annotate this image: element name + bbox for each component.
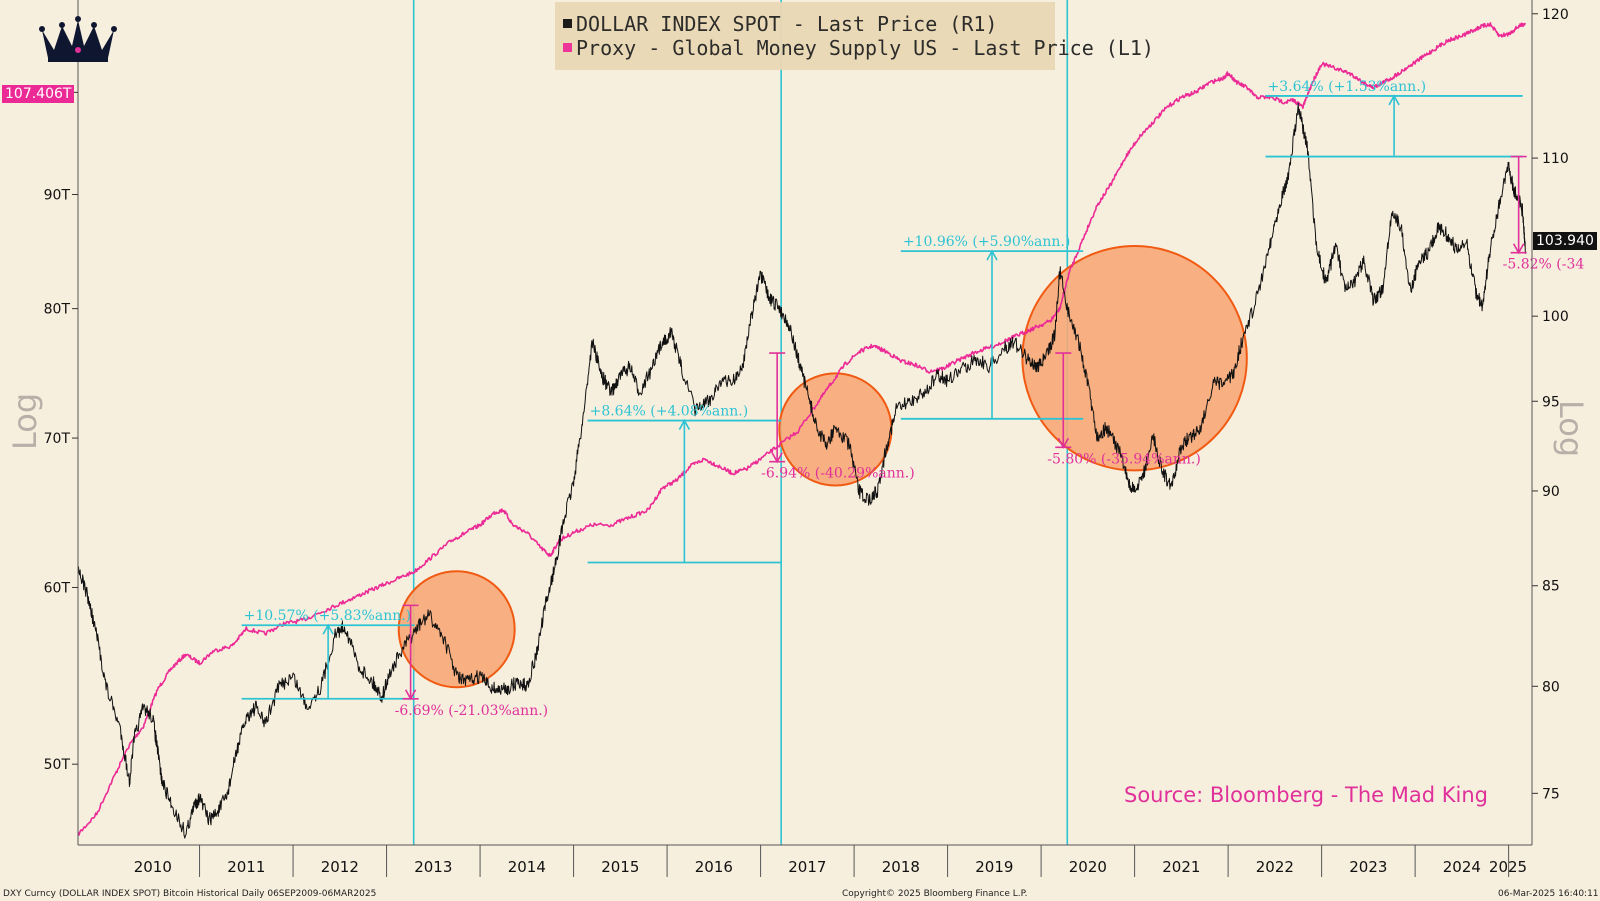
x-tick-label: 2015 <box>601 858 639 876</box>
x-tick-label: 2024 <box>1443 858 1481 876</box>
x-tick-label: 2023 <box>1349 858 1387 876</box>
annotation: -6.69% (-21.03%ann.) <box>395 604 549 719</box>
x-tick-label: 2022 <box>1256 858 1294 876</box>
annotation: +10.96% (+5.90%ann.) <box>900 234 1084 420</box>
legend-swatch-gms <box>563 43 572 52</box>
x-tick-label: 2016 <box>695 858 733 876</box>
x-tick-label: 2010 <box>134 858 172 876</box>
x-tick-label: 2018 <box>882 858 920 876</box>
left-axis-label: Log <box>6 392 44 450</box>
x-tick-label: 2012 <box>321 858 359 876</box>
x-tick-label: 2021 <box>1162 858 1200 876</box>
left-tick-label: 70T <box>44 431 71 447</box>
left-tick-label: 90T <box>44 187 71 203</box>
annotation: +10.57% (+5.83%ann.) <box>241 608 415 700</box>
x-tick-label: 2014 <box>508 858 546 876</box>
x-tick-label: 2011 <box>227 858 265 876</box>
legend-label-gms: Proxy - Global Money Supply US - Last Pr… <box>576 36 1154 60</box>
right-tick-label: 85 <box>1542 579 1560 595</box>
annotation-arrowhead <box>1057 437 1069 449</box>
footer-right: 06-Mar-2025 16:40:11 <box>1498 889 1599 899</box>
annotation: -5.82% (-34 <box>1503 155 1585 273</box>
x-tick-label: 2017 <box>788 858 826 876</box>
left-tick-label: 50T <box>44 757 71 773</box>
x-tick-label: 2013 <box>414 858 452 876</box>
axes: 50T60T70T80T90T100T758085909510011012020… <box>35 0 1569 877</box>
legend: DOLLAR INDEX SPOT - Last Price (R1) Prox… <box>555 2 1154 70</box>
legend-item-gms: Proxy - Global Money Supply US - Last Pr… <box>563 36 1154 60</box>
left-last-value-tag: 107.406T <box>2 85 75 103</box>
left-tick-label: 60T <box>44 580 71 596</box>
dxy-series <box>77 102 1526 839</box>
annotation-label: +10.57% (+5.83%ann.) <box>244 608 412 624</box>
right-last-value-tag: 103.940 <box>1533 232 1597 250</box>
annotation-label: -6.94% (-40.29%ann.) <box>761 466 915 482</box>
right-tick-label: 90 <box>1542 484 1560 500</box>
footer-left: DXY Curncy (DOLLAR INDEX SPOT) Bitcoin H… <box>3 889 377 899</box>
highlight-circle <box>1021 244 1248 472</box>
annotation-arrowhead <box>986 249 998 261</box>
left-tick-label: 80T <box>44 302 71 318</box>
annotation-label: -6.69% (-21.03%ann.) <box>395 703 549 719</box>
right-tick-label: 95 <box>1542 394 1560 410</box>
annotation: -5.80% (-35.94%ann.) <box>1047 352 1201 467</box>
annotation-arrowhead <box>404 689 417 701</box>
annotation-arrowhead <box>1512 243 1525 255</box>
annotation-label: +8.64% (+4.08%ann.) <box>590 404 749 420</box>
x-tick-label: 2025 <box>1489 858 1527 876</box>
legend-swatch-dxy <box>563 19 572 28</box>
right-tick-label: 110 <box>1542 151 1569 167</box>
right-axis-label: Log <box>1552 400 1590 458</box>
annotation: +8.64% (+4.08%ann.) <box>587 404 782 564</box>
annotation-label: +10.96% (+5.90%ann.) <box>903 234 1071 250</box>
right-tick-label: 100 <box>1542 309 1569 325</box>
annotation-arrowhead <box>678 418 691 430</box>
right-tick-label: 80 <box>1542 679 1560 695</box>
annotation-label: -5.82% (-34 <box>1503 257 1585 273</box>
annotation-arrowhead <box>771 452 783 464</box>
x-tick-label: 2019 <box>975 858 1013 876</box>
dxy-line <box>77 102 1526 839</box>
gms-line <box>77 22 1526 836</box>
right-tick-label: 75 <box>1542 786 1560 802</box>
annotation: +3.64% (+1.53%ann.) <box>1265 79 1523 158</box>
gms-series <box>77 22 1526 836</box>
source-text: Source: Bloomberg - The Mad King <box>1124 783 1489 807</box>
x-tick-label: 2020 <box>1069 858 1107 876</box>
annotation-arrowhead <box>1388 94 1400 106</box>
annotations: +10.57% (+5.83%ann.) -6.69% (-21.03%ann.)… <box>241 79 1585 719</box>
highlight-circle <box>397 570 516 689</box>
footer-center: Copyright© 2025 Bloomberg Finance L.P. <box>842 889 1028 899</box>
annotation-label: +3.64% (+1.53%ann.) <box>1268 79 1427 95</box>
annotation-label: -5.80% (-35.94%ann.) <box>1047 451 1201 467</box>
legend-label-dxy: DOLLAR INDEX SPOT - Last Price (R1) <box>576 12 998 36</box>
annotation: -6.94% (-40.29%ann.) <box>761 352 915 482</box>
annotation-arrowhead <box>322 623 334 635</box>
legend-item-dxy: DOLLAR INDEX SPOT - Last Price (R1) <box>563 12 997 36</box>
right-tick-label: 120 <box>1542 7 1569 23</box>
